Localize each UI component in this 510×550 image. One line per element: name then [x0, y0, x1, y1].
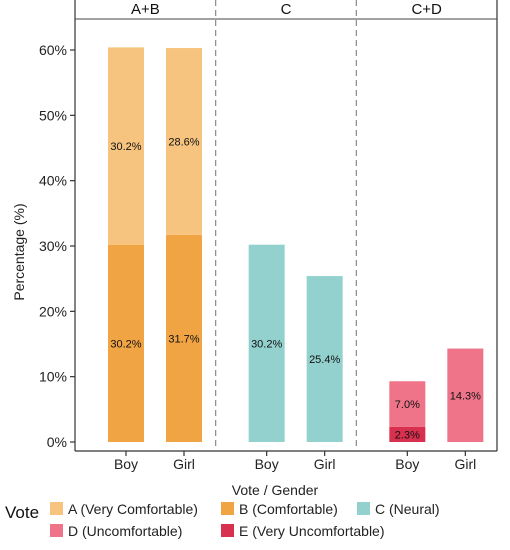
bars: 30.2% 30.2% 31.7% 28.6% 30.2% 25.4% 2.3% 7.0% 14…	[108, 47, 484, 442]
group-label: C+D	[411, 1, 442, 18]
y-tick-label: 30%	[39, 238, 67, 254]
legend-swatch	[50, 502, 63, 515]
data-label: 7.0%	[395, 399, 420, 411]
bar-segment	[166, 234, 202, 442]
data-label: 2.3%	[395, 429, 420, 441]
data-label: 31.7%	[168, 333, 199, 345]
legend-swatch	[221, 524, 234, 537]
y-tick-label: 20%	[39, 303, 67, 319]
legend-item-label: E (Very Uncomfortable)	[239, 523, 385, 539]
group-headers: A+B C C+D	[131, 1, 442, 18]
legend-item-label: D (Uncomfortable)	[68, 523, 182, 539]
legend-swatch	[50, 524, 63, 537]
data-label: 30.2%	[251, 338, 282, 350]
x-tick-label: Girl	[454, 456, 476, 472]
bar-segment	[389, 426, 426, 442]
y-tick-label: 60%	[39, 42, 67, 58]
x-tick-label: Girl	[173, 456, 195, 472]
data-label: 30.2%	[110, 338, 141, 350]
x-axis: Boy Girl Boy Girl Boy Girl	[114, 451, 476, 472]
bar-segment	[389, 381, 426, 427]
x-tick-label: Boy	[395, 456, 419, 472]
bar-segment	[447, 348, 484, 442]
x-axis-title: Vote / Gender	[232, 482, 319, 498]
x-tick-label: Girl	[314, 456, 336, 472]
legend-item-label: B (Comfortable)	[239, 501, 338, 517]
y-axis-title: Percentage (%)	[11, 203, 27, 300]
x-tick-label: Boy	[114, 456, 138, 472]
data-label: 28.6%	[168, 136, 199, 148]
x-tick-label: Boy	[255, 456, 279, 472]
legend: Vote A (Very Comfortable) B (Comfortable) C…	[5, 501, 440, 539]
legend-item-label: C (Neural)	[375, 501, 440, 517]
legend-swatch	[221, 502, 234, 515]
data-label: 14.3%	[450, 390, 481, 402]
bar-segment	[248, 244, 285, 442]
data-label: 25.4%	[309, 354, 340, 366]
y-tick-label: 0%	[47, 434, 67, 450]
group-label: A+B	[131, 1, 160, 18]
y-tick-label: 10%	[39, 369, 67, 385]
legend-item-label: A (Very Comfortable)	[68, 501, 198, 517]
legend-title: Vote	[5, 503, 39, 522]
y-tick-label: 50%	[39, 107, 67, 123]
data-label: 30.2%	[110, 141, 141, 153]
y-axis: 0% 10% 20% 30% 40% 50% 60%	[39, 42, 75, 450]
bar-segment	[108, 47, 144, 245]
bar-segment	[108, 244, 144, 442]
bar-segment	[306, 276, 343, 442]
plot-frame	[74, 0, 498, 452]
y-tick-label: 40%	[39, 173, 67, 189]
group-label: C	[281, 1, 292, 18]
bar-segment	[166, 48, 202, 235]
legend-swatch	[357, 502, 370, 515]
